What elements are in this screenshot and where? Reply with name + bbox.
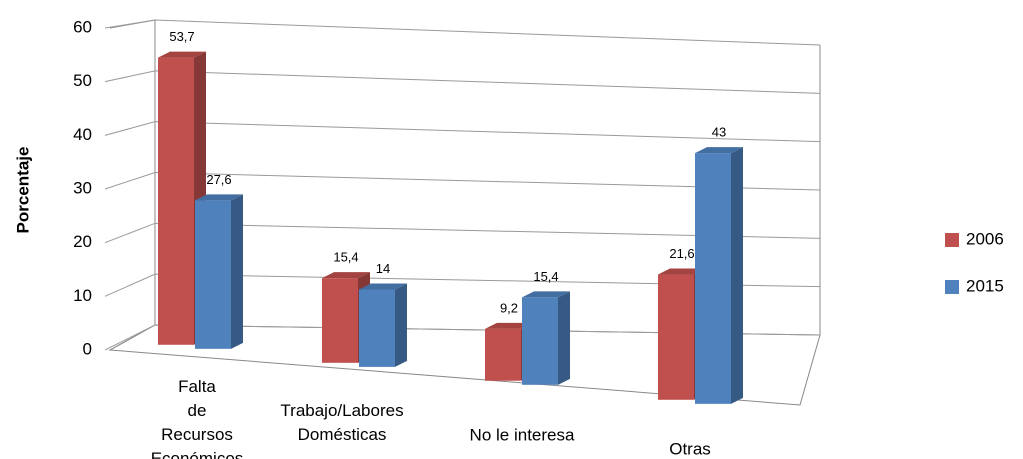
bar: [658, 268, 706, 400]
x-tick-label: Otras: [669, 439, 711, 458]
data-label: 9,2: [500, 300, 518, 315]
bar-side: [231, 194, 243, 349]
bar-front: [322, 278, 358, 363]
bar: [158, 51, 206, 345]
legend-swatch: [945, 233, 959, 247]
y-tick-label: 60: [73, 17, 92, 36]
grid-line: [104, 19, 821, 46]
x-tick-label: No le interesa: [470, 425, 575, 444]
bar-front: [195, 200, 231, 349]
bar-top: [195, 194, 243, 201]
bar-side: [395, 283, 407, 367]
x-tick-label: Trabajo/Labores Domésticas: [280, 401, 403, 444]
grid-line: [104, 121, 821, 143]
bar-top: [695, 147, 743, 154]
bar-front: [522, 297, 558, 385]
bar: [695, 147, 743, 404]
bar-front: [658, 274, 694, 400]
data-label: 27,6: [206, 172, 231, 187]
bar-top: [359, 283, 407, 290]
bar-front: [359, 289, 395, 367]
data-label: 21,6: [669, 246, 694, 261]
grid-line: [104, 70, 821, 94]
data-label: 53,7: [169, 29, 194, 44]
bar: [195, 194, 243, 349]
y-tick-label: 50: [73, 71, 92, 90]
grid-line: [104, 324, 821, 351]
grid-line: [104, 222, 821, 244]
legend-label: 2006: [966, 229, 1004, 248]
legend-label: 2015: [966, 276, 1004, 295]
grid-line: [104, 171, 821, 191]
data-label: 43: [712, 125, 726, 140]
data-label: 15,4: [333, 250, 358, 265]
data-label: 15,4: [533, 269, 558, 284]
data-label: 14: [376, 261, 390, 276]
bar-top: [485, 322, 533, 329]
y-tick-label: 40: [73, 125, 92, 144]
y-tick-label: 30: [73, 178, 92, 197]
bar-front: [695, 153, 731, 404]
bar-side: [558, 291, 570, 385]
bar-side: [731, 147, 743, 404]
bar-top: [322, 272, 370, 279]
legend-swatch: [945, 280, 959, 294]
grid-line: [104, 273, 821, 297]
bar-top: [522, 291, 570, 298]
bar-top: [658, 268, 706, 275]
y-axis-label: Porcentaje: [13, 147, 32, 234]
bar: [359, 283, 407, 367]
x-tick-label: Falta de Recursos Económicos: [151, 377, 244, 459]
y-tick-label: 10: [73, 286, 92, 305]
bar: [522, 291, 570, 385]
bar-front: [158, 57, 194, 345]
bar-top: [158, 51, 206, 58]
bar-front: [485, 328, 521, 381]
y-tick-label: 20: [73, 232, 92, 251]
y-tick-label: 0: [83, 339, 92, 358]
